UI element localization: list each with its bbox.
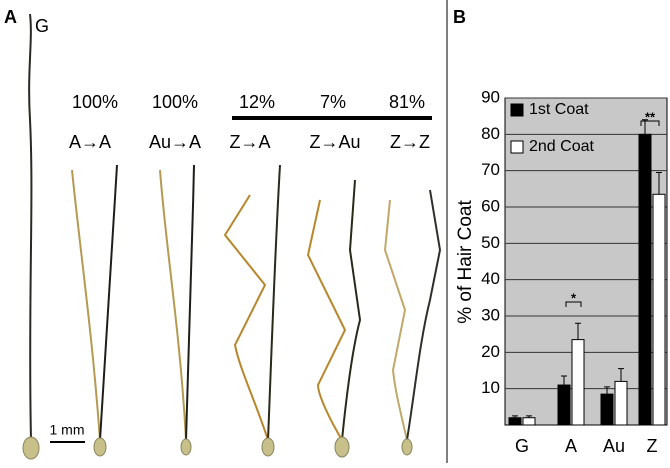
legend-label: 2nd Coat: [529, 138, 594, 155]
y-tick-label: 10: [481, 378, 500, 397]
significance-bracket: [565, 301, 582, 307]
error-bar: [618, 368, 624, 382]
legend-label: 1st Coat: [529, 101, 589, 118]
significance-label: *: [571, 290, 577, 305]
hair-bulbs: [22, 436, 413, 460]
bar: [638, 133, 652, 426]
error-bar: [604, 386, 610, 395]
y-tick-label: 70: [481, 160, 500, 179]
transition: Au→A: [149, 132, 201, 152]
error-bar: [526, 415, 532, 418]
legend-swatch: [510, 140, 524, 154]
x-tick-label: A: [565, 436, 577, 456]
x-tick-label: Z: [647, 436, 658, 456]
reference-label: G: [35, 16, 49, 36]
x-tick-label: G: [515, 436, 529, 456]
x-tick-label: Au: [603, 436, 625, 456]
error-bar: [642, 119, 648, 135]
panel-label: B: [453, 7, 466, 27]
bar: [652, 193, 666, 426]
error-bar: [512, 415, 518, 418]
error-bar: [561, 375, 567, 386]
y-tick-label: 40: [481, 269, 500, 288]
y-tick-label: 80: [481, 124, 500, 143]
bar: [522, 417, 536, 426]
percentage: 12%: [239, 92, 275, 112]
y-tick-label: 20: [481, 342, 500, 361]
y-tick-label: 50: [481, 233, 500, 252]
percentage: 100%: [152, 92, 198, 112]
significance-bracket: [640, 120, 660, 126]
hairs: [28, 13, 442, 441]
significance-label: **: [645, 109, 656, 124]
transition: Z→Z: [390, 132, 430, 152]
transition: Z→A: [229, 132, 270, 152]
y-axis-label: % of Hair Coat: [455, 200, 476, 324]
y-tick-label: 90: [481, 87, 500, 106]
transition: Z→Au: [309, 132, 360, 152]
bar: [614, 380, 628, 426]
transition: A→A: [69, 132, 111, 152]
legend-swatch: [510, 103, 524, 117]
percentage: 100%: [72, 92, 118, 112]
bar: [600, 393, 614, 426]
percentage: 7%: [320, 92, 346, 112]
percentage: 81%: [389, 92, 425, 112]
bar: [571, 339, 585, 426]
error-bar: [656, 171, 662, 195]
scale-bar-label: 1 mm: [50, 422, 85, 438]
panel-label: A: [4, 7, 17, 27]
y-tick-label: 30: [481, 305, 500, 324]
error-bar: [575, 322, 581, 340]
bar: [557, 384, 571, 426]
bar: [508, 417, 522, 426]
y-tick-label: 60: [481, 196, 500, 215]
